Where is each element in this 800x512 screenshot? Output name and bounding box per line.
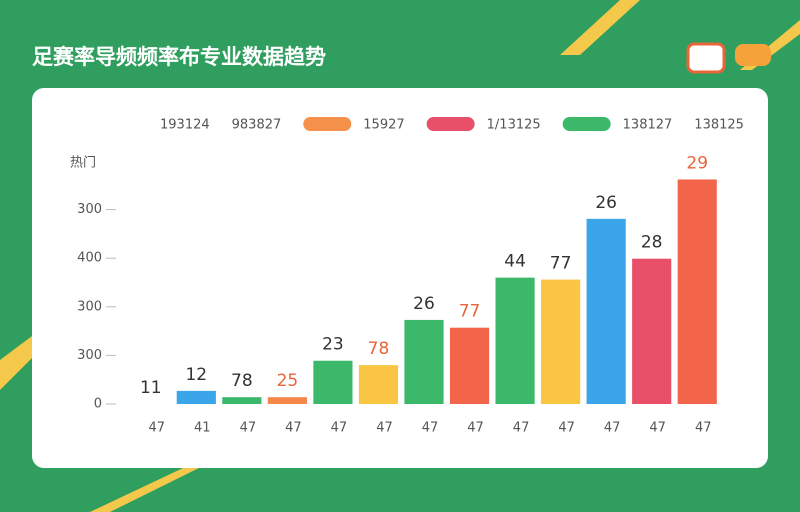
bar-annotation: 44 (504, 252, 526, 272)
decor-stripe (560, 0, 640, 55)
legend-swatch (426, 117, 475, 131)
bar (632, 258, 672, 404)
chart-title: 足赛率导频频率布专业数据趋势 (32, 45, 326, 69)
x-tick-label: 47 (467, 421, 484, 436)
bar-annotation: 78 (231, 371, 253, 391)
bar-annotation: 26 (595, 193, 617, 213)
card (32, 88, 768, 468)
bar-annotation: 29 (686, 153, 708, 173)
bar-annotation: 12 (185, 365, 207, 385)
y-tick-label: 400 (77, 251, 102, 266)
x-tick-label: 47 (285, 421, 302, 436)
x-tick-label: 41 (194, 421, 211, 436)
bar (586, 218, 626, 404)
legend-label: 138125 (694, 118, 744, 133)
bar-annotation: 77 (550, 254, 572, 274)
bar (358, 365, 399, 404)
y-tick-label: 300 (77, 299, 102, 314)
bar-annotation: 26 (413, 294, 435, 314)
bar (267, 397, 307, 404)
x-tick-label: 47 (695, 421, 712, 436)
bar (404, 319, 444, 404)
bar-annotation: 25 (277, 371, 299, 391)
y-tick-label: 300 (77, 348, 102, 363)
decor-stripe (90, 460, 215, 512)
x-tick-label: 47 (331, 421, 348, 436)
bar (176, 390, 216, 404)
legend-label: 138127 (623, 118, 673, 133)
x-tick-label: 47 (513, 421, 530, 436)
bar-annotation: 11 (140, 378, 162, 398)
decor-stripe (0, 330, 40, 390)
legend-label: 1/13125 (487, 118, 541, 133)
legend-swatch (562, 117, 611, 131)
logo (686, 42, 771, 74)
x-tick-label: 47 (604, 421, 621, 436)
y-tick-label: 300 (77, 202, 102, 217)
bar-annotation: 77 (459, 302, 481, 322)
y-tick-label: 0 (94, 397, 102, 412)
bar (313, 360, 353, 404)
x-tick-label: 47 (558, 421, 575, 436)
legend-label: 193124 (160, 118, 210, 133)
bar (449, 327, 490, 404)
bar (677, 179, 717, 404)
x-tick-label: 47 (376, 421, 393, 436)
bar (222, 397, 262, 404)
bar-annotation: 78 (368, 339, 390, 359)
y-axis-label: 热门 (70, 156, 96, 171)
legend-label: 983827 (232, 118, 282, 133)
x-tick-label: 47 (240, 421, 257, 436)
bar (495, 277, 535, 404)
legend-label: 15927 (363, 118, 404, 133)
x-tick-label: 47 (422, 421, 439, 436)
legend-swatch (303, 117, 352, 131)
bar (541, 279, 581, 404)
bar-annotation: 28 (641, 233, 663, 253)
bar-annotation: 23 (322, 335, 344, 355)
x-tick-label: 47 (649, 421, 666, 436)
x-tick-label: 47 (148, 421, 165, 436)
